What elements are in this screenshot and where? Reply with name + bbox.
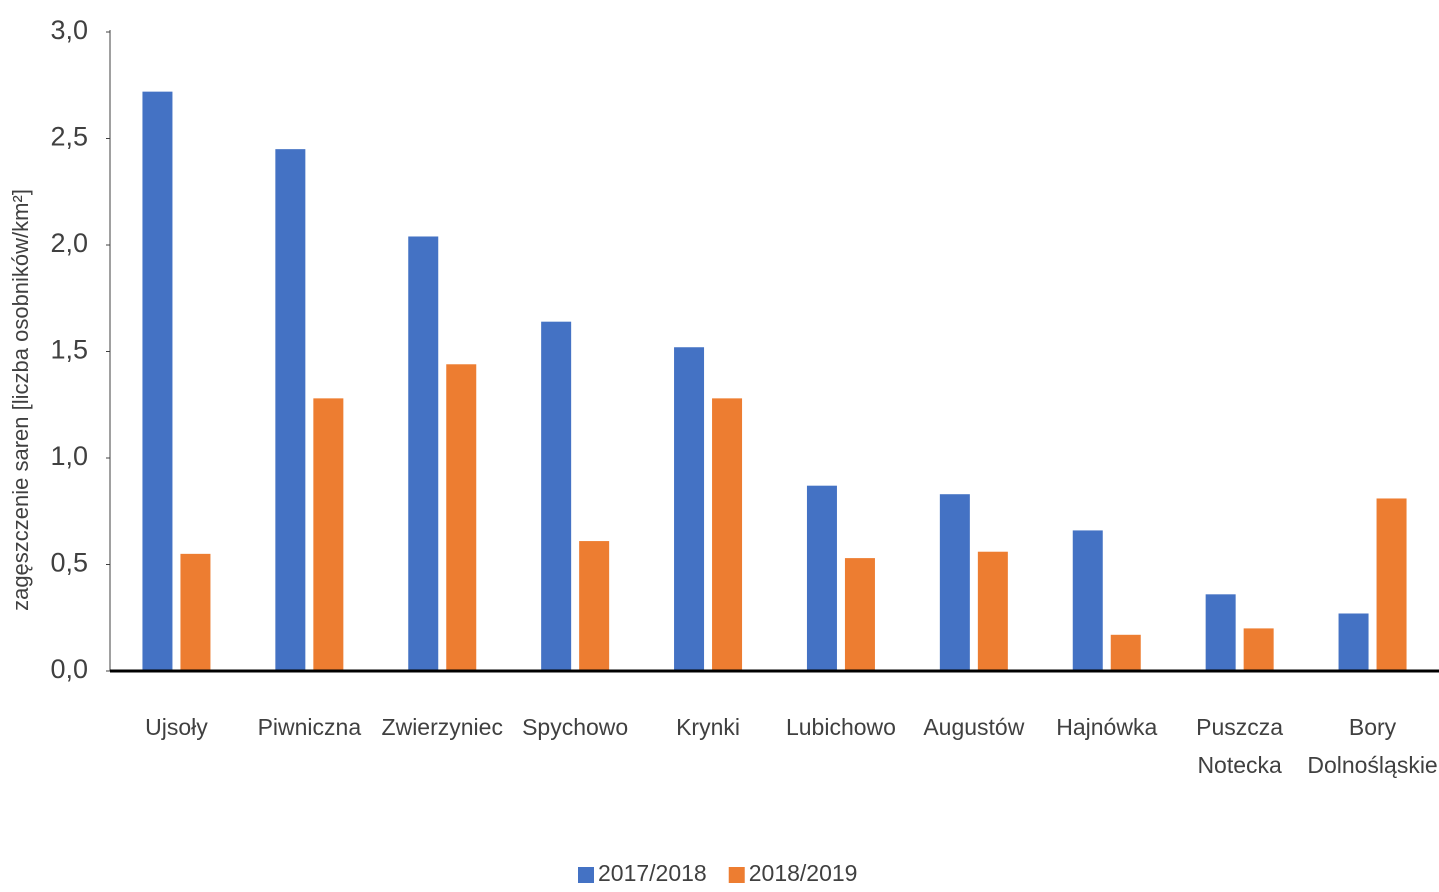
bar [142, 91, 173, 671]
bar [844, 558, 875, 671]
y-tick-label: 0,5 [50, 548, 88, 578]
y-tick-label: 2,5 [50, 122, 88, 152]
bar [579, 541, 610, 671]
bar [1205, 594, 1236, 671]
x-tick-label: Puszcza Notecka [1196, 714, 1284, 778]
x-tick-label: Piwniczna [257, 714, 362, 740]
y-tick-label: 3,0 [50, 15, 88, 45]
legend-label: 2017/2018 [598, 860, 707, 886]
y-tick-label: 2,0 [50, 228, 88, 258]
bar [1110, 634, 1141, 671]
x-tick-label: Augustów [923, 714, 1025, 740]
bar [674, 347, 705, 671]
y-tick-label: 0,0 [50, 654, 88, 684]
x-tick-label: Hajnówka [1056, 714, 1158, 740]
bar [1243, 628, 1274, 671]
x-tick-label: Spychowo [522, 714, 629, 740]
legend-swatch [578, 867, 594, 883]
bar [1338, 613, 1369, 671]
bar [275, 149, 306, 671]
bar [541, 321, 572, 671]
bar [1376, 498, 1407, 671]
bar [446, 364, 477, 671]
legend-swatch [728, 867, 745, 883]
x-tick-label: Ujsoły [145, 714, 208, 740]
bar [408, 236, 439, 672]
x-tick-label: Krynki [676, 714, 740, 740]
x-tick-label: Zwierzyniec [381, 714, 503, 740]
y-tick-label: 1,0 [50, 441, 88, 471]
y-tick-label: 1,5 [50, 335, 88, 365]
bar [977, 551, 1008, 671]
bar [180, 553, 211, 671]
bar [1072, 530, 1103, 671]
x-tick-label: Lubichowo [785, 714, 896, 740]
bar [712, 398, 743, 671]
bar [806, 485, 837, 671]
bar [313, 398, 344, 671]
y-axis-title: zagęszczenie saren [liczba osobników/km²… [8, 189, 33, 611]
bar [939, 494, 970, 671]
x-tick-label: Bory Dolnośląskie [1307, 714, 1438, 778]
legend-label: 2018/2019 [749, 860, 858, 886]
